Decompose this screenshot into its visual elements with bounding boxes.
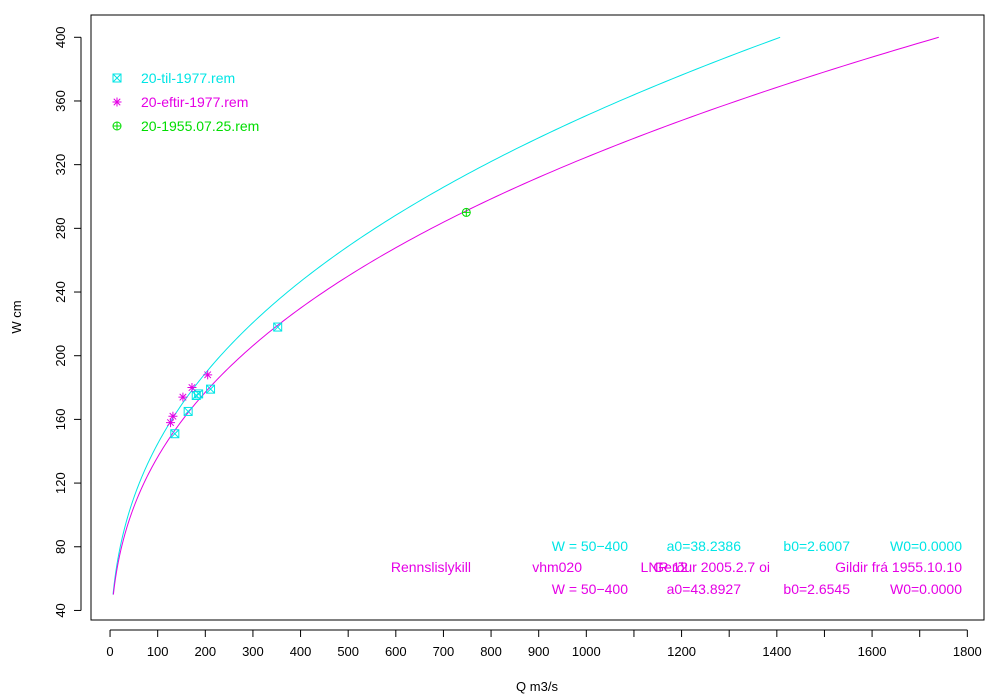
data-point (461, 207, 471, 217)
data-point (178, 392, 188, 402)
annotation-text: W = 50−400 (552, 538, 628, 554)
data-point (206, 384, 216, 394)
y-tick-label: 360 (53, 90, 68, 112)
annotation-text: W0=0.0000 (890, 581, 962, 597)
x-tick-label: 0 (106, 644, 113, 659)
x-tick-label: 200 (194, 644, 216, 659)
annotation-text: Gerður 2005.2.7 oi (653, 559, 770, 575)
legend-label: 20-eftir-1977.rem (141, 94, 248, 110)
legend: 20-til-1977.rem 20-eftir-1977.rem 20-1955.… (112, 70, 259, 134)
annotation-text: b0=2.6545 (783, 581, 850, 597)
rating-curve-2 (112, 36, 939, 595)
annotation-text: W0=0.0000 (890, 538, 962, 554)
observation-points (166, 207, 471, 439)
data-point (166, 418, 176, 428)
x-tick-label: 400 (290, 644, 312, 659)
x-tick-label: 700 (433, 644, 455, 659)
data-point (194, 389, 204, 399)
y-axis: 40 80 120 160 200 240 280 320 360 400 (53, 26, 82, 618)
annotation-text: Rennslislykill (391, 559, 471, 575)
x-tick-label: 100 (147, 644, 169, 659)
annotation-text: vhm020 (532, 559, 582, 575)
annotation-text: b0=2.6007 (783, 538, 850, 554)
annotation-text: W = 50−400 (552, 581, 628, 597)
x-axis: 0 100 200 300 400 500 600 700 800 900 1000 1200 1400… (106, 629, 982, 659)
legend-label: 20-1955.07.25.rem (141, 118, 259, 134)
rating-curve-1 (112, 36, 781, 595)
x-tick-label: 1800 (953, 644, 982, 659)
y-tick-label: 400 (53, 26, 68, 48)
x-tick-label: 500 (337, 644, 359, 659)
y-tick-label: 240 (53, 281, 68, 303)
annotation-text: LNR 12 (641, 559, 689, 575)
y-tick-label: 80 (53, 540, 68, 554)
x-tick-label: 800 (480, 644, 502, 659)
y-tick-label: 120 (53, 472, 68, 494)
y-tick-label: 280 (53, 217, 68, 239)
rating-annotations: W = 50−400 a0=38.2386 b0=2.6007 W0=0.0000 Re… (391, 538, 962, 597)
x-tick-label: 900 (528, 644, 550, 659)
x-axis-label: Q m3/s (516, 679, 558, 694)
x-tick-label: 1600 (858, 644, 887, 659)
data-point (187, 383, 197, 393)
plot-frame (90, 14, 985, 621)
y-tick-label: 200 (53, 345, 68, 367)
annotation-text: a0=43.8927 (667, 581, 742, 597)
legend-marker (112, 73, 122, 83)
y-tick-label: 40 (53, 603, 68, 617)
x-tick-label: 1000 (572, 644, 601, 659)
x-tick-label: 1200 (667, 644, 696, 659)
y-axis-label: W cm (9, 300, 24, 333)
legend-marker (112, 121, 122, 131)
rating-curves (112, 36, 939, 595)
y-tick-label: 160 (53, 409, 68, 431)
data-point (170, 429, 180, 439)
x-tick-label: 1400 (762, 644, 791, 659)
annotation-text: a0=38.2386 (667, 538, 742, 554)
data-point (183, 406, 193, 416)
legend-label: 20-til-1977.rem (141, 70, 235, 86)
data-point (203, 370, 213, 380)
x-tick-label: 300 (242, 644, 264, 659)
x-tick-label: 600 (385, 644, 407, 659)
data-point (168, 411, 178, 421)
legend-marker (112, 97, 122, 107)
annotation-text: Gildir frá 1955.10.10 (835, 559, 962, 575)
y-tick-label: 320 (53, 154, 68, 176)
data-point (273, 322, 283, 332)
